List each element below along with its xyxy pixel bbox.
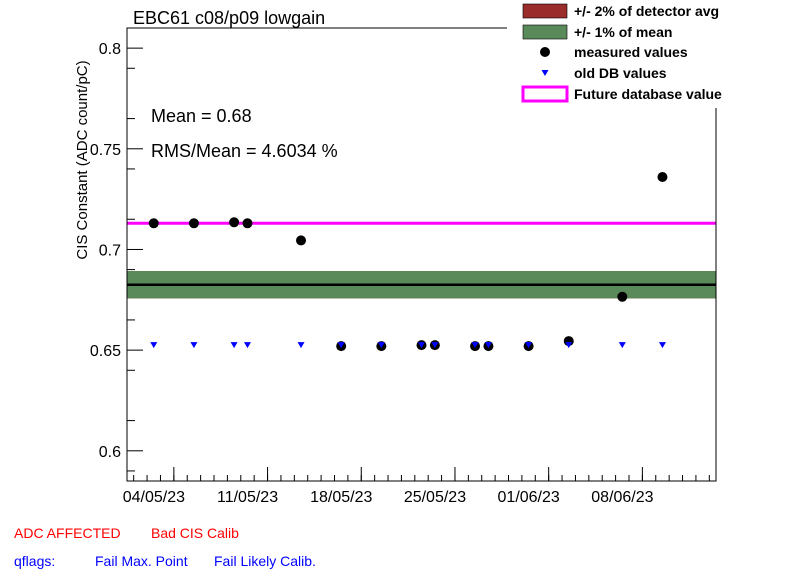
y-tick-label: 0.8 [99,41,121,58]
legend-label: old DB values [574,65,667,81]
legend: +/- 2% of detector avg +/- 1% of mean meas… [507,0,722,108]
legend-swatch [541,70,549,76]
legend-swatch [521,85,569,103]
old-db-point [658,342,666,349]
x-tick-label: 04/05/23 [123,489,185,506]
old-db-point [418,342,425,349]
x-tick-label: 08/06/23 [591,489,653,506]
legend-swatch [522,3,568,19]
measured-point [617,291,628,302]
legend-label: +/- 2% of detector avg [574,3,719,19]
y-tick-label: 0.65 [90,343,121,360]
adc-affected-label: ADC AFFECTED [14,525,121,541]
measured-point [148,218,159,229]
old-db-point [618,342,626,349]
old-db-point [190,342,198,349]
fail-max-point-label: Fail Max. Point [95,553,188,569]
fail-likely-calib-label: Fail Likely Calib. [214,553,316,569]
chart-title: EBC61 c08/p09 lowgain [133,8,325,28]
x-tick-label: 18/05/23 [310,489,372,506]
old-db-point [565,342,573,349]
old-db-point [484,342,492,349]
y-axis-label: CIS Constant (ADC count/pC) [74,60,91,259]
old-db-point [150,342,158,349]
rms-annotation: RMS/Mean = 4.6034 % [151,141,338,161]
mean-annotation: Mean = 0.68 [151,106,252,126]
plot-area: 0.6 0.65 0.7 0.75 0.8 04/05/23 11/05/23 18/05/2… [90,27,717,506]
y-tick-label: 0.6 [99,444,121,461]
old-db-point [431,342,439,349]
old-db-point [230,342,238,349]
x-tick-label: 25/05/23 [404,489,466,506]
legend-label: +/- 1% of mean [574,24,672,40]
measured-point [188,218,199,229]
legend-swatch [522,24,568,40]
measured-point [296,235,307,246]
y-tick-label: 0.75 [90,142,121,159]
qflags-label: qflags: [14,553,56,569]
old-db-point [297,342,305,349]
old-db-point [525,342,533,349]
measured-point [657,171,668,182]
old-db-point [377,342,385,349]
old-db-point [243,342,251,349]
legend-label: measured values [574,44,688,60]
measured-point [229,217,240,228]
legend-swatch [540,47,550,57]
old-db-point [471,342,479,349]
y-tick-label: 0.7 [99,242,121,259]
plot-frame [126,27,717,482]
old-db-point [337,342,345,349]
legend-label: Future database value [574,86,722,102]
measured-point [242,218,253,229]
x-tick-label: 01/06/23 [498,489,560,506]
x-tick-label: 11/05/23 [217,489,278,506]
bad-cis-calib-label: Bad CIS Calib [151,525,239,541]
